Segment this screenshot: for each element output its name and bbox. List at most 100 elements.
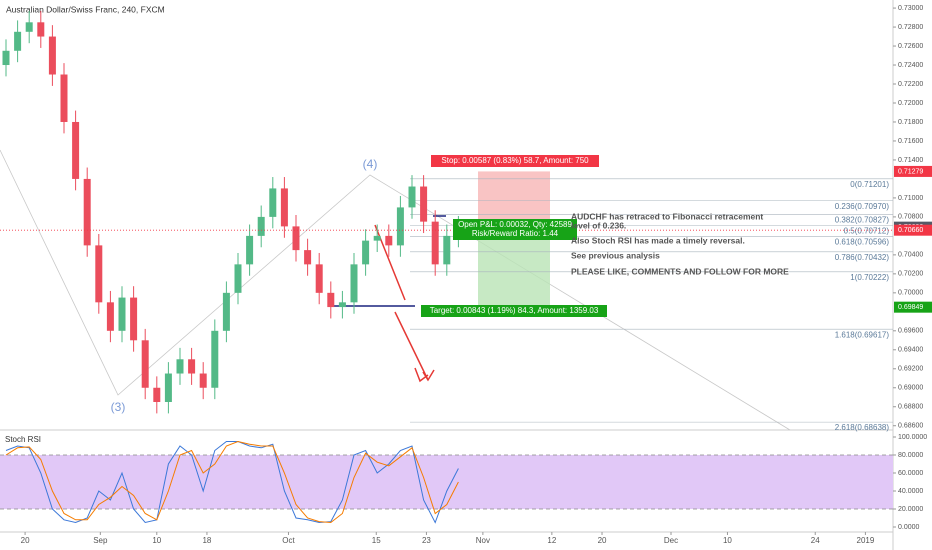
wave-label: (4): [363, 157, 378, 171]
pnl-box: [453, 219, 577, 240]
pnl-label: Open P&L: 0.00032, Qty: 42589: [458, 220, 572, 229]
target-label-box: [421, 305, 607, 317]
x-tick-label: 20: [598, 536, 607, 545]
y-tick-label: 0.70400: [898, 252, 923, 259]
price-label-box: [894, 165, 932, 177]
stop-label-box: [431, 155, 599, 167]
stop-label: Stop: 0.00587 (0.83%) 58.7, Amount: 750: [441, 156, 589, 165]
note-line: level of 0.236.: [571, 220, 626, 230]
y-tick-label: 0.70800: [898, 214, 923, 221]
y-tick-label: 0.69200: [898, 366, 923, 373]
y-tick-label: 0.70000: [898, 290, 923, 297]
candle-body: [14, 31, 22, 51]
candle-body: [257, 216, 265, 236]
x-tick-label: Dec: [664, 536, 678, 545]
fib-label: 0.786(0.70432): [835, 253, 890, 262]
fib-label: 0.382(0.70827): [835, 215, 890, 224]
rsi-tick-label: 80.0000: [898, 452, 923, 459]
price-label: 0.69849: [898, 304, 923, 311]
candle-body: [292, 226, 300, 251]
y-tick-label: 0.71000: [898, 195, 923, 202]
y-tick-label: 0.72800: [898, 24, 923, 31]
candle-body: [338, 302, 346, 308]
candle-body: [443, 235, 451, 265]
x-tick-label: Sep: [93, 536, 108, 545]
candle-body: [234, 264, 242, 293]
x-tick-label: 20: [21, 536, 30, 545]
candle-body: [118, 297, 126, 331]
rsi-tick-label: 100.0000: [898, 434, 927, 441]
candle-body: [25, 22, 33, 32]
candle-body: [188, 359, 196, 374]
price-label-box: [894, 301, 932, 313]
candle-body: [153, 387, 161, 402]
wave-line: [0, 149, 791, 431]
candle-body: [164, 373, 172, 402]
note-line: Also Stoch RSI has made a timely reversa…: [571, 235, 745, 245]
rsi-band: [0, 455, 893, 509]
target-label: Target: 0.00843 (1.19%) 84.3, Amount: 13…: [430, 306, 599, 315]
note-line: PLEASE LIKE, COMMENTS AND FOLLOW FOR MOR…: [571, 266, 789, 276]
y-tick-label: 0.69600: [898, 328, 923, 335]
x-tick-label: 2019: [857, 536, 875, 545]
y-tick-label: 0.72000: [898, 100, 923, 107]
candle-body: [431, 221, 439, 265]
y-tick-label: 0.71600: [898, 138, 923, 145]
price-label: 0.71279: [898, 168, 923, 175]
candle-body: [327, 292, 335, 308]
candle-body: [408, 186, 416, 208]
candle-body: [385, 235, 393, 246]
note-line: AUDCHF has retraced to Fibonacci retrace…: [571, 211, 763, 221]
price-label: 0.70660: [898, 227, 923, 234]
candle-body: [130, 297, 138, 341]
x-tick-label: 18: [202, 536, 211, 545]
fib-label: 0(0.71201): [850, 180, 889, 189]
x-tick-label: 24: [811, 536, 820, 545]
arrow-head: [422, 369, 435, 382]
fib-label: 0.618(0.70596): [835, 237, 890, 246]
candle-body: [211, 330, 219, 388]
candle-body: [350, 264, 358, 303]
candle-body: [280, 188, 288, 227]
candle-body: [304, 250, 312, 265]
fib-label: 1(0.70222): [850, 273, 889, 282]
candle-body: [95, 245, 103, 303]
candle-body: [222, 292, 230, 331]
candle-body: [246, 235, 254, 265]
x-tick-label: 10: [723, 536, 732, 545]
x-tick-label: 23: [422, 536, 431, 545]
rsi-tick-label: 0.0000: [898, 524, 920, 531]
fib-label: 0.236(0.70970): [835, 202, 890, 211]
candle-body: [396, 207, 404, 246]
candle-body: [83, 178, 91, 246]
x-tick-label: Oct: [282, 536, 295, 545]
candle-body: [420, 186, 428, 222]
candle-body: [106, 302, 114, 331]
y-tick-label: 0.70200: [898, 271, 923, 278]
fib-label: 1.618(0.69617): [835, 330, 890, 339]
ratio-label: Risk/Reward Ratio: 1.44: [472, 229, 559, 238]
candle-body: [269, 188, 277, 217]
candle-body: [48, 36, 56, 75]
x-tick-label: 15: [372, 536, 381, 545]
y-tick-label: 0.71400: [898, 157, 923, 164]
x-tick-label: 10: [152, 536, 161, 545]
y-tick-label: 0.71800: [898, 119, 923, 126]
rsi-tick-label: 40.0000: [898, 488, 923, 495]
chart-title: Australian Dollar/Swiss Franc, 240, FXCM: [6, 4, 165, 14]
x-tick-label: Nov: [476, 536, 490, 545]
rsi-tick-label: 60.0000: [898, 470, 923, 477]
candle-body: [60, 74, 68, 122]
candle-body: [141, 340, 149, 388]
x-tick-label: 12: [547, 536, 556, 545]
arrow: [394, 311, 429, 381]
y-tick-label: 0.72400: [898, 62, 923, 69]
note-line: See previous analysis: [571, 250, 660, 260]
y-tick-label: 0.69000: [898, 385, 923, 392]
rsi-tick-label: 20.0000: [898, 506, 923, 513]
stop-zone: [478, 171, 550, 228]
y-tick-label: 0.69400: [898, 347, 923, 354]
y-tick-label: 0.73000: [898, 5, 923, 12]
y-tick-label: 0.72200: [898, 81, 923, 88]
